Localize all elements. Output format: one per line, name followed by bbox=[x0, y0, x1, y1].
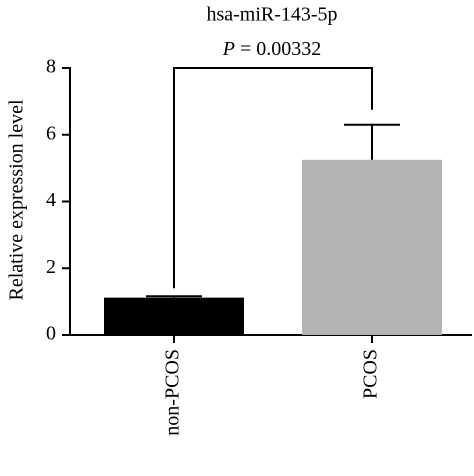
y-axis-label: Relative expression level bbox=[6, 99, 28, 300]
p-value: P = 0.00332 bbox=[222, 38, 322, 60]
x-tick-label: PCOS bbox=[360, 349, 382, 399]
y-tick-label: 2 bbox=[46, 256, 56, 278]
y-tick-label: 6 bbox=[46, 122, 56, 144]
y-tick-label: 4 bbox=[46, 189, 56, 211]
bar bbox=[104, 297, 244, 335]
x-tick-label: non-PCOS bbox=[162, 349, 184, 436]
chart-title: hsa-miR-143-5p bbox=[206, 4, 337, 26]
significance-bracket bbox=[173, 67, 373, 289]
p-symbol: P bbox=[222, 38, 235, 60]
y-tick-label: 8 bbox=[46, 56, 56, 78]
y-tick-label: 0 bbox=[46, 323, 56, 345]
p-text: = 0.00332 bbox=[240, 38, 321, 60]
bar bbox=[302, 159, 442, 335]
